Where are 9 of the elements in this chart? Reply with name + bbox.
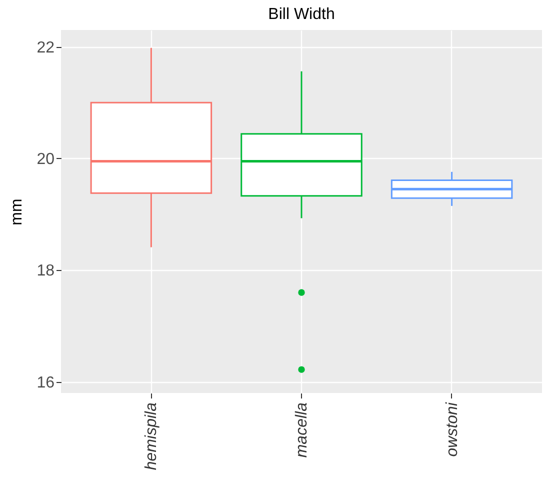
x-tick-label: owstoni: [444, 402, 461, 457]
x-tick-label: macella: [294, 402, 310, 458]
x-tick-label: hemispila: [143, 402, 160, 470]
y-tick-label: 16: [36, 374, 55, 392]
y-tick-label: 18: [36, 262, 55, 280]
y-tick-label: 22: [36, 39, 55, 56]
y-tick-label: 20: [36, 150, 55, 168]
chart-title: Bill Width: [268, 6, 335, 23]
y-axis-title: mm: [8, 198, 26, 226]
